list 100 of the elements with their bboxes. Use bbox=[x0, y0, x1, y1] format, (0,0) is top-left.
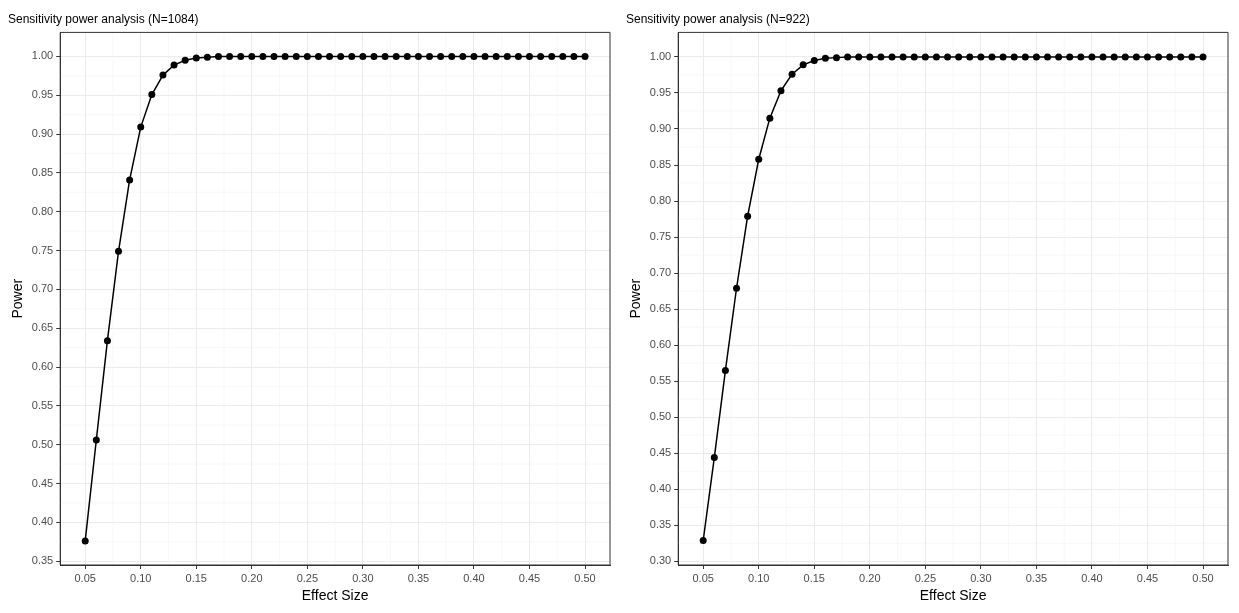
point bbox=[1010, 53, 1018, 61]
point bbox=[203, 53, 211, 61]
point bbox=[403, 52, 411, 60]
point bbox=[1044, 53, 1052, 61]
point bbox=[1155, 53, 1163, 61]
point bbox=[170, 61, 178, 69]
point bbox=[126, 176, 134, 184]
point bbox=[348, 52, 356, 60]
y-tick-label: 0.40 bbox=[31, 515, 54, 528]
point bbox=[525, 52, 533, 60]
point bbox=[1099, 53, 1107, 61]
point bbox=[570, 52, 578, 60]
y-tick-label: 0.95 bbox=[31, 88, 54, 101]
point bbox=[1188, 53, 1196, 61]
point bbox=[855, 53, 863, 61]
point bbox=[988, 53, 996, 61]
point bbox=[1199, 53, 1207, 61]
x-tick-label: 0.45 bbox=[1136, 571, 1159, 584]
point bbox=[1088, 53, 1096, 61]
y-tick-label: 0.55 bbox=[31, 398, 54, 411]
point bbox=[1077, 53, 1085, 61]
point bbox=[214, 52, 222, 60]
point bbox=[281, 52, 289, 60]
point bbox=[392, 52, 400, 60]
x-tick-label: 0.30 bbox=[970, 571, 992, 584]
y-tick-label: 0.40 bbox=[649, 482, 672, 495]
point bbox=[1166, 53, 1174, 61]
point bbox=[559, 52, 567, 60]
point bbox=[821, 54, 829, 62]
point bbox=[899, 53, 907, 61]
point bbox=[810, 57, 818, 65]
point bbox=[492, 52, 500, 60]
point bbox=[248, 52, 256, 60]
point bbox=[159, 71, 167, 79]
point bbox=[710, 454, 718, 462]
y-tick-label: 0.30 bbox=[649, 554, 672, 567]
y-axis-title: Power bbox=[9, 278, 26, 319]
point bbox=[259, 52, 267, 60]
point bbox=[137, 123, 145, 131]
y-tick-label: 0.75 bbox=[31, 243, 54, 256]
point bbox=[766, 114, 774, 122]
point bbox=[103, 337, 111, 345]
point bbox=[721, 366, 729, 374]
point bbox=[414, 52, 422, 60]
y-tick-label: 0.55 bbox=[649, 374, 672, 387]
y-tick-label: 0.50 bbox=[649, 410, 672, 423]
point bbox=[381, 52, 389, 60]
point bbox=[270, 52, 278, 60]
x-tick-label: 0.10 bbox=[748, 571, 770, 584]
x-tick-label: 0.15 bbox=[185, 571, 207, 584]
point bbox=[877, 53, 885, 61]
point bbox=[1132, 53, 1140, 61]
point bbox=[92, 436, 100, 444]
point bbox=[699, 537, 707, 544]
y-tick-label: 0.50 bbox=[31, 437, 54, 450]
point bbox=[1121, 53, 1129, 61]
point bbox=[437, 52, 445, 60]
point bbox=[370, 52, 378, 60]
point bbox=[81, 537, 89, 545]
point bbox=[303, 52, 311, 60]
x-tick-label: 0.25 bbox=[296, 571, 319, 584]
y-tick-label: 0.70 bbox=[31, 282, 54, 295]
point bbox=[844, 53, 852, 61]
x-axis-title: Effect Size bbox=[919, 587, 987, 604]
point bbox=[326, 52, 334, 60]
point bbox=[426, 52, 434, 60]
x-tick-label: 0.20 bbox=[241, 571, 263, 584]
point bbox=[481, 52, 489, 60]
x-tick-label: 0.20 bbox=[859, 571, 881, 584]
y-tick-label: 1.00 bbox=[649, 49, 672, 62]
point bbox=[744, 212, 752, 220]
point bbox=[733, 284, 741, 292]
y-tick-label: 0.90 bbox=[31, 127, 54, 140]
point bbox=[581, 52, 589, 60]
y-tick-label: 1.00 bbox=[31, 49, 54, 62]
point bbox=[448, 52, 456, 60]
y-tick-label: 0.80 bbox=[31, 204, 54, 217]
point bbox=[1032, 53, 1040, 61]
x-tick-label: 0.05 bbox=[692, 571, 714, 584]
point bbox=[832, 54, 840, 62]
point bbox=[777, 87, 785, 95]
point bbox=[1066, 53, 1074, 61]
y-tick-label: 0.60 bbox=[31, 360, 54, 373]
point bbox=[1021, 53, 1029, 61]
x-tick-label: 0.50 bbox=[1192, 571, 1214, 584]
y-tick-label: 0.85 bbox=[31, 165, 54, 178]
y-tick-label: 0.60 bbox=[649, 338, 672, 351]
point bbox=[548, 52, 556, 60]
point bbox=[888, 53, 896, 61]
x-tick-label: 0.30 bbox=[352, 571, 374, 584]
point bbox=[788, 70, 796, 78]
y-tick-label: 0.35 bbox=[31, 554, 54, 567]
x-tick-label: 0.35 bbox=[407, 571, 430, 584]
point bbox=[337, 52, 345, 60]
point bbox=[999, 53, 1007, 61]
point bbox=[314, 52, 322, 60]
point bbox=[799, 61, 807, 69]
y-tick-label: 0.70 bbox=[649, 266, 672, 279]
point bbox=[955, 53, 963, 61]
y-tick-label: 0.80 bbox=[649, 194, 672, 207]
